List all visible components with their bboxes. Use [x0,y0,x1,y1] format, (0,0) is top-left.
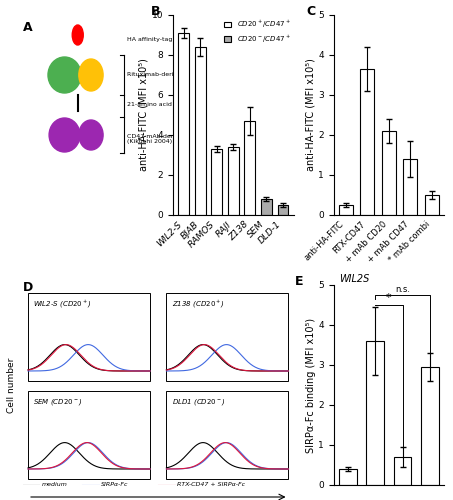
Text: B: B [151,5,160,18]
Text: A: A [23,21,32,34]
Bar [228,147,239,215]
Text: RTX-CD47 + SIRPα-Fc: RTX-CD47 + SIRPα-Fc [177,482,245,488]
Circle shape [72,25,83,45]
FancyBboxPatch shape [28,391,150,479]
Y-axis label: anti-HA-FITC (MFI x10⁵): anti-HA-FITC (MFI x10⁵) [139,58,149,172]
FancyBboxPatch shape [166,391,289,479]
Bar [403,159,417,215]
Bar [382,131,396,215]
Ellipse shape [48,57,81,93]
Bar [366,341,384,485]
Bar [360,69,374,215]
Bar [421,367,439,485]
Text: Z138 ($CD20^+$): Z138 ($CD20^+$) [172,299,225,310]
Text: 21-amino acid linker: 21-amino acid linker [127,102,192,108]
Y-axis label: anti-HA-FITC (MFI x10⁵): anti-HA-FITC (MFI x10⁵) [305,58,315,172]
Bar [261,199,272,215]
Y-axis label: SIRPα-Fc binding (MFI x10⁵): SIRPα-Fc binding (MFI x10⁵) [305,318,315,452]
Text: Cell number: Cell number [7,358,16,412]
Text: medium: medium [42,482,67,488]
Bar [278,205,289,215]
Bar [339,469,357,485]
FancyBboxPatch shape [166,293,289,381]
Text: C: C [306,5,315,18]
Bar [339,205,353,215]
Legend: $CD20^+/CD47^+$, $CD20^-/CD47^+$: $CD20^+/CD47^+$, $CD20^-/CD47^+$ [224,18,290,44]
Ellipse shape [79,120,103,150]
Bar [178,33,189,215]
Text: *: * [386,293,392,303]
Ellipse shape [79,59,103,91]
Bar [195,47,206,215]
Text: SEM ($CD20^-$): SEM ($CD20^-$) [34,397,83,407]
Bar [245,121,255,215]
Text: WIL2S: WIL2S [339,274,370,284]
Text: DLD1 ($CD20^-$): DLD1 ($CD20^-$) [172,397,226,407]
Bar [394,457,411,485]
Text: WIL2-S ($CD20^+$): WIL2-S ($CD20^+$) [34,299,92,310]
FancyBboxPatch shape [28,293,150,381]
Text: n.s.: n.s. [395,285,410,294]
Text: SIRPα-Fc: SIRPα-Fc [101,482,129,488]
Text: HA affinity-tag: HA affinity-tag [127,36,173,42]
Ellipse shape [49,118,80,152]
Text: Rituximab-derived scFv: Rituximab-derived scFv [127,72,202,78]
Text: E: E [295,275,304,288]
Text: CD47 mAb-derived scFv
(Kikuchi 2004): CD47 mAb-derived scFv (Kikuchi 2004) [127,134,203,144]
Bar [425,195,439,215]
Text: D: D [23,281,33,294]
Bar [212,149,222,215]
